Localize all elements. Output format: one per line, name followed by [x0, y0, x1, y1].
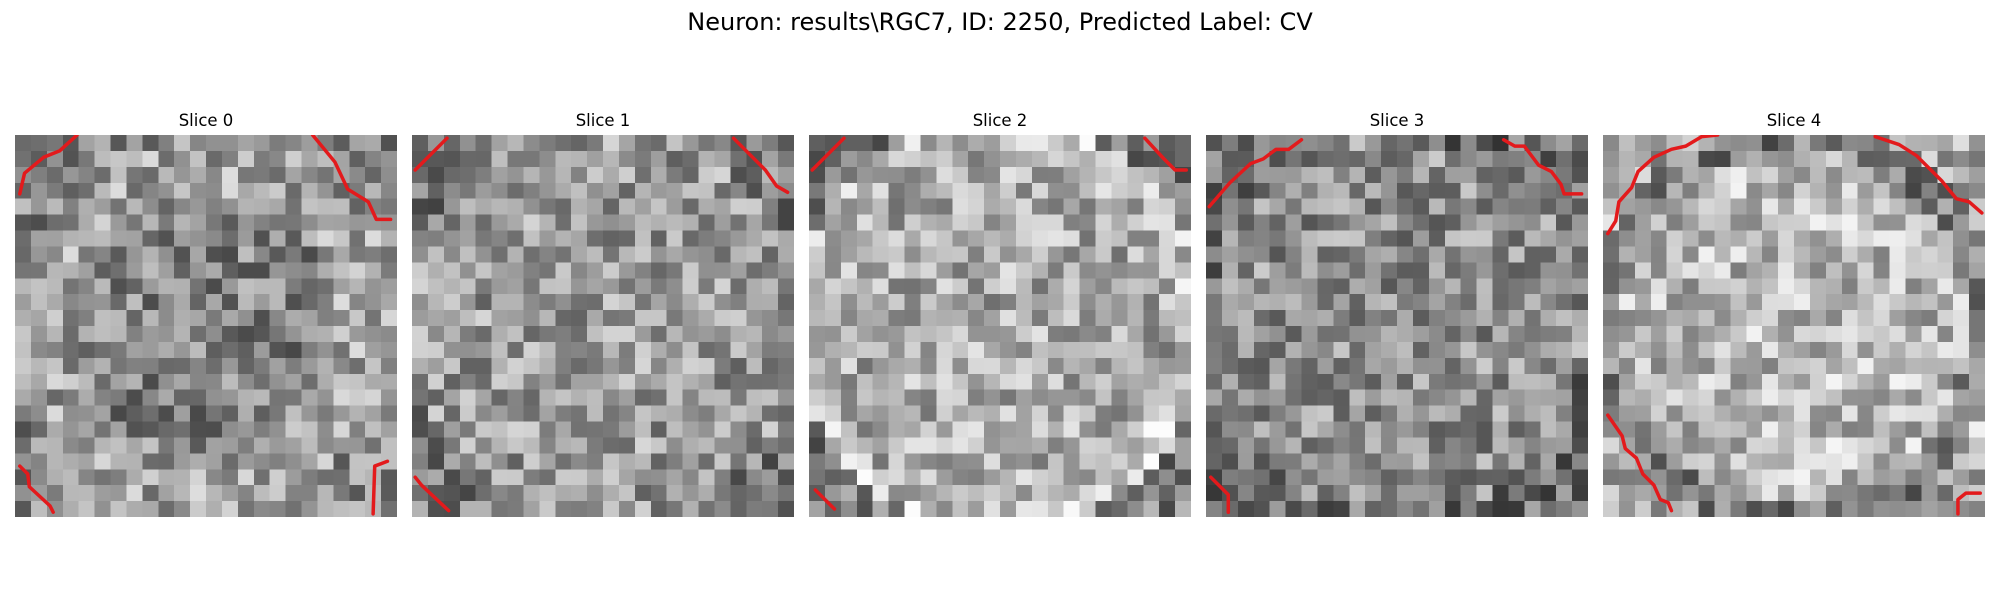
slice-panel-1: Slice 1 — [412, 110, 794, 517]
slice-title: Slice 0 — [178, 111, 234, 130]
contour-line — [1606, 413, 1674, 513]
slice-image — [1206, 135, 1588, 517]
contour-line — [371, 459, 390, 516]
slice-panel-0: Slice 0 — [15, 110, 397, 517]
contour-line — [1501, 138, 1584, 196]
slice-panel-4: Slice 4 — [1603, 110, 1985, 517]
slice-title: Slice 4 — [1766, 111, 1822, 130]
contour-line — [1209, 475, 1231, 514]
slice-image — [412, 135, 794, 517]
slice-image — [809, 135, 1191, 517]
contour-line — [413, 475, 451, 513]
contour-line — [810, 136, 846, 172]
contour-line — [18, 464, 55, 514]
slice-title: Slice 3 — [1369, 111, 1425, 130]
slice-panel-2: Slice 2 — [809, 110, 1191, 517]
contour-line — [413, 136, 449, 172]
contour-line — [310, 135, 393, 222]
slice-title: Slice 1 — [575, 111, 631, 130]
contour-line — [1143, 136, 1188, 172]
contour-line — [813, 488, 837, 511]
slice-image — [15, 135, 397, 517]
contour-line — [1956, 491, 1982, 516]
slice-title: Slice 2 — [972, 111, 1028, 130]
contour-line — [18, 135, 79, 196]
slice-panel-3: Slice 3 — [1206, 110, 1588, 517]
figure-title: Neuron: results\RGC7, ID: 2250, Predicte… — [687, 8, 1313, 36]
contour-line — [1207, 138, 1304, 209]
contour-line — [1873, 135, 1984, 215]
contour-line — [1606, 135, 1720, 236]
contour-line — [731, 136, 790, 195]
slice-image — [1603, 135, 1985, 517]
